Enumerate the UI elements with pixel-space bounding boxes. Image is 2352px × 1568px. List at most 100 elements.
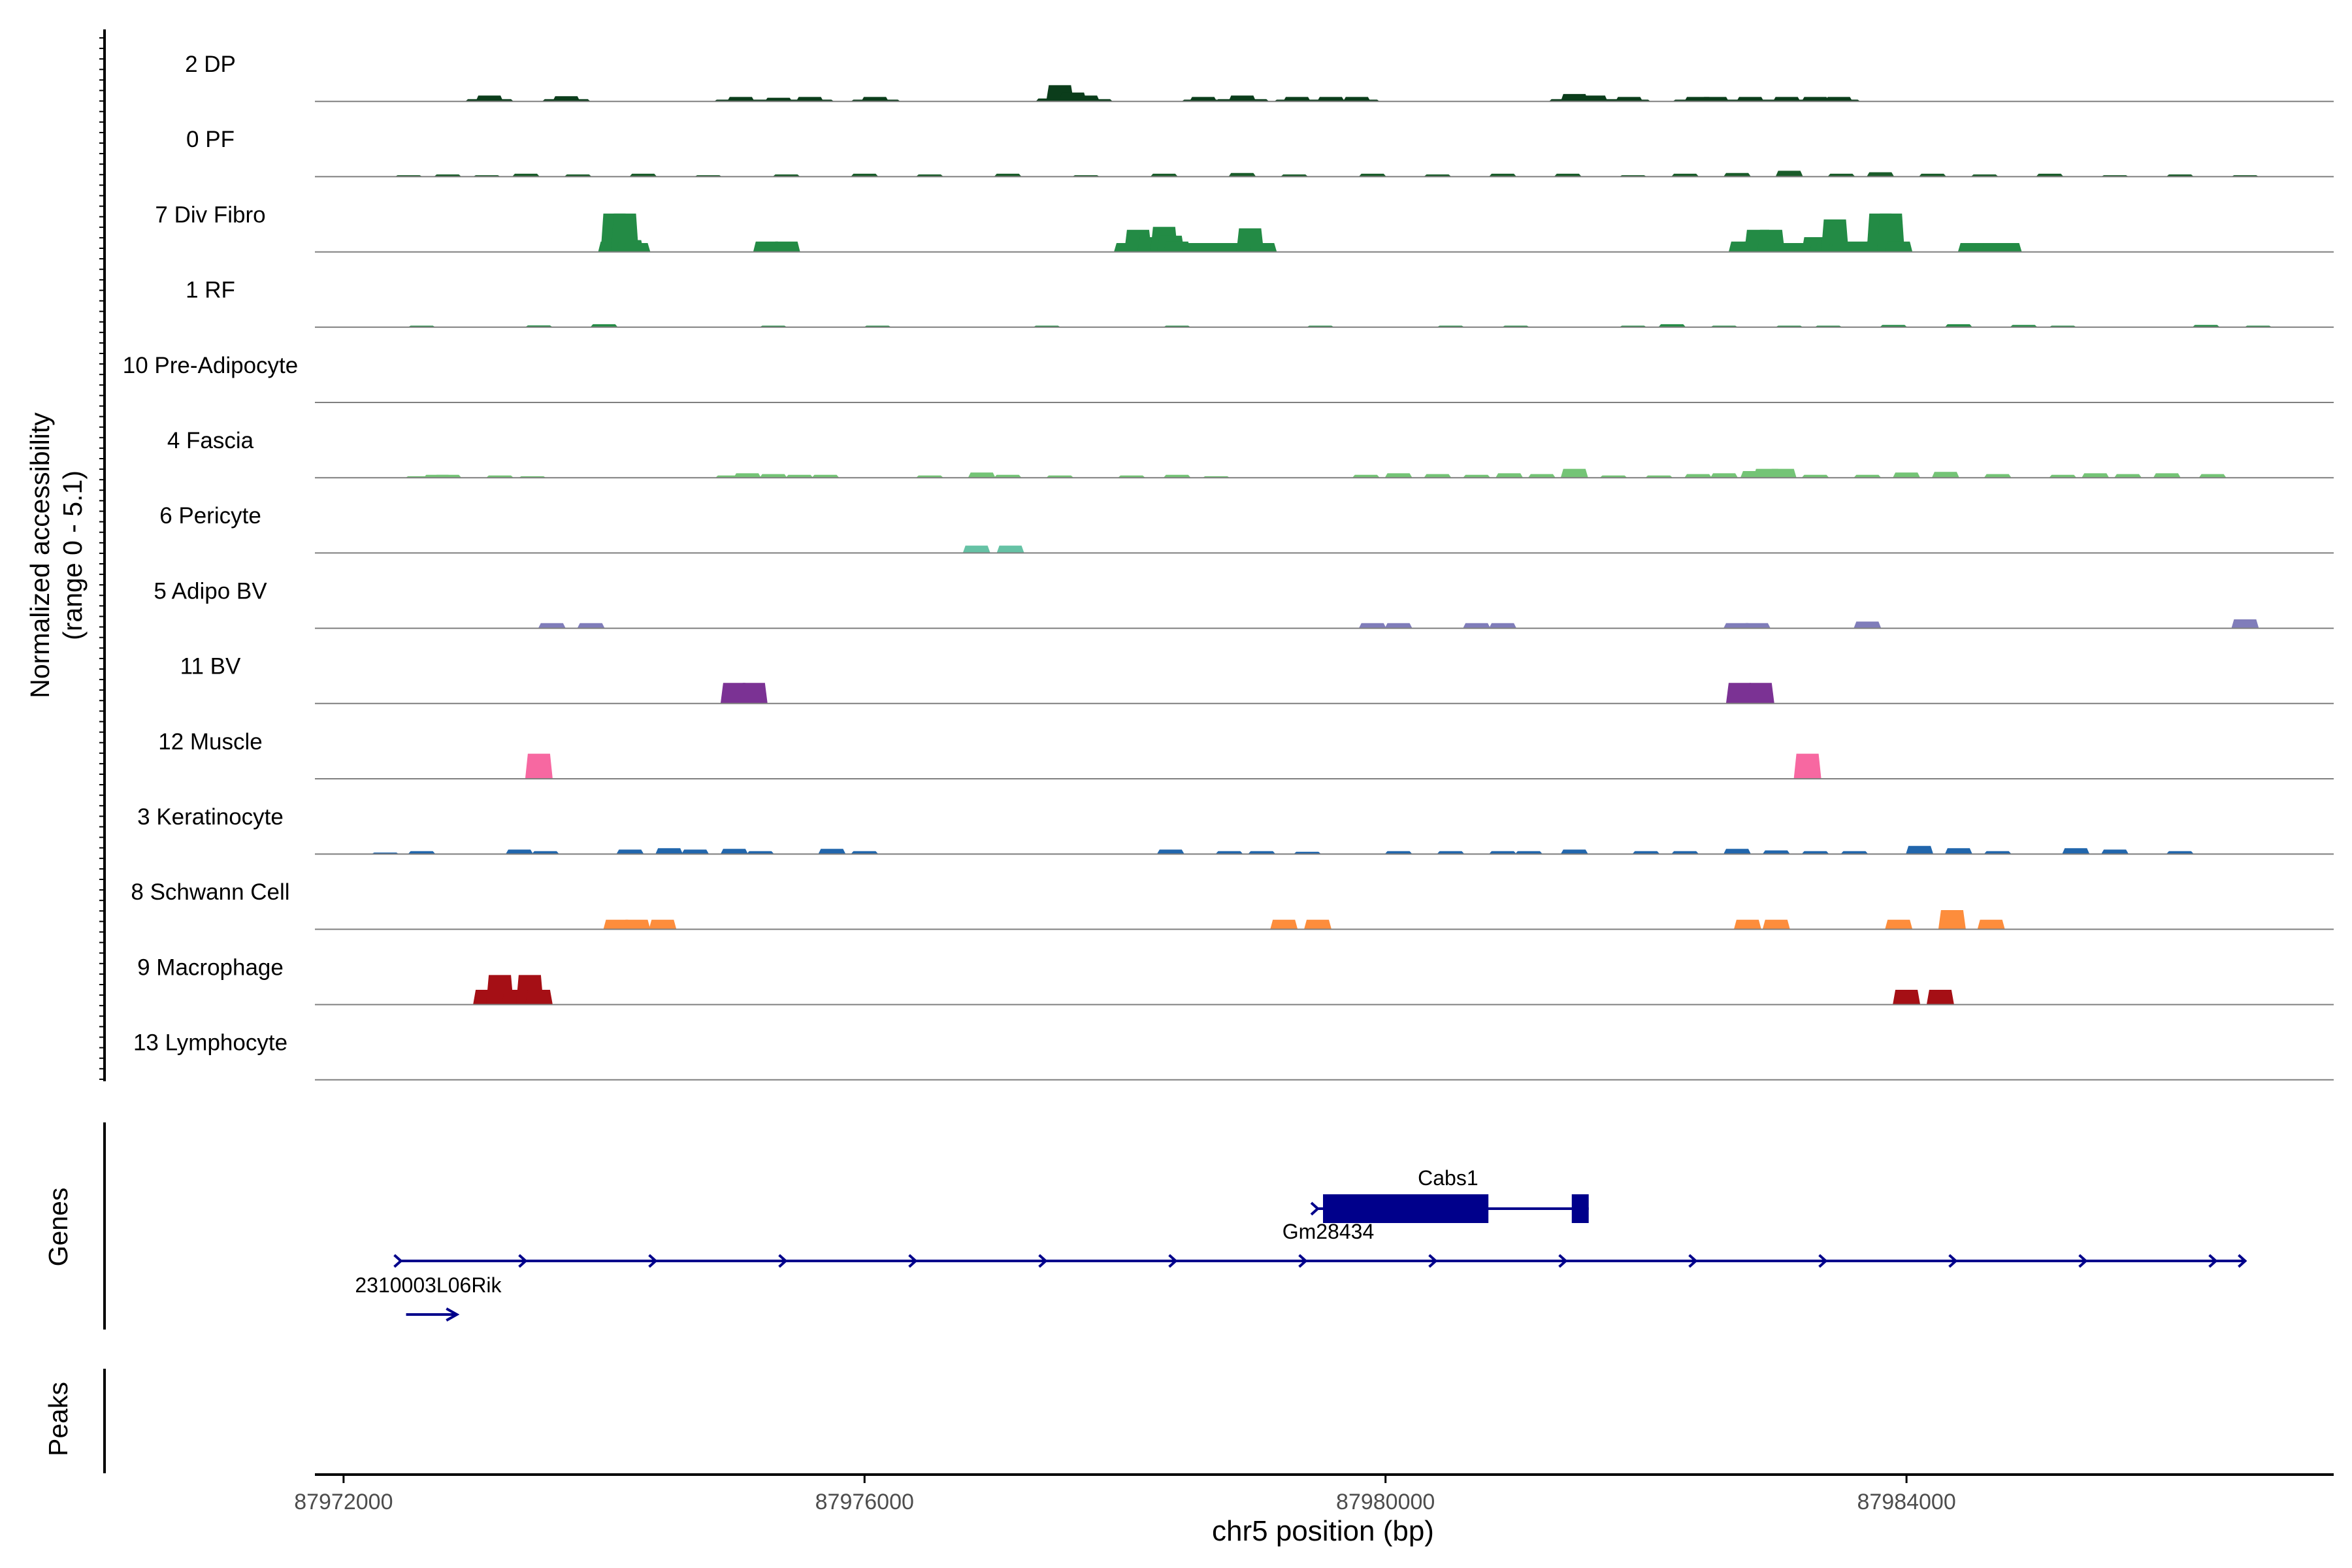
peak-7-3	[1384, 623, 1413, 629]
peak-10-27	[1944, 848, 1972, 855]
peak-11-4	[1304, 919, 1331, 930]
peak-10-26	[1906, 845, 1934, 855]
track-3	[315, 324, 2334, 328]
peak-7-8	[1854, 621, 1882, 629]
peak-10-10	[851, 851, 879, 855]
gene-label: Gm28434	[1282, 1220, 1375, 1243]
peak-10-12	[1215, 851, 1243, 855]
peak-5-32	[1854, 474, 1882, 478]
peak-1-10	[994, 173, 1022, 177]
peak-5-31	[1801, 474, 1829, 478]
peak-1-21	[1723, 172, 1751, 177]
peak-7-0	[538, 623, 566, 629]
peak-5-9	[811, 474, 840, 478]
gene-strand-arrow	[908, 1254, 918, 1268]
peak-5-18	[1384, 473, 1413, 478]
x-tick-label: 87984000	[1857, 1490, 1955, 1514]
peak-5-6	[733, 473, 761, 478]
peak-1-20	[1671, 173, 1699, 177]
peak-10-3	[531, 851, 559, 855]
track-label: 0 PF	[186, 127, 235, 152]
track-10	[315, 845, 2334, 855]
coverage-tracks	[315, 85, 2334, 1081]
peak-5-20	[1463, 474, 1491, 478]
peak-2-33	[1843, 241, 1871, 252]
peak-3-16	[1944, 324, 1972, 327]
peak-3-2	[590, 324, 618, 327]
peak-5-37	[2082, 473, 2110, 478]
peak-5-23	[1560, 468, 1588, 478]
peak-11-3	[1270, 919, 1298, 930]
gene-strand-arrow	[1558, 1254, 1568, 1268]
peak-10-6	[681, 849, 710, 855]
track-1	[315, 171, 2334, 178]
peak-5-2	[434, 474, 462, 478]
peak-9-0	[525, 753, 553, 779]
peak-10-19	[1560, 849, 1588, 855]
track-label: 12 Muscle	[158, 729, 263, 755]
peak-8-3	[1746, 683, 1774, 704]
peak-5-19	[1424, 474, 1452, 478]
gene-strand-arrow	[648, 1254, 658, 1268]
y-axis	[99, 29, 106, 1473]
peak-10-4	[616, 849, 644, 855]
peak-1-5	[629, 173, 657, 177]
peak-5-15	[1163, 474, 1191, 478]
gene-strand-arrow	[1038, 1254, 1048, 1268]
peak-1-12	[1150, 173, 1178, 177]
gene-track: Cabs1 Gm28434 2310003L06Rik	[355, 1166, 2247, 1322]
peak-6-0	[962, 546, 990, 553]
peak-10-16	[1437, 851, 1465, 855]
peak-5-26	[1684, 474, 1712, 478]
x-tick-label: 87976000	[815, 1490, 914, 1514]
peak-5-39	[2153, 473, 2181, 478]
peak-1-23	[1827, 173, 1855, 177]
peak-10-30	[2101, 849, 2129, 855]
peak-11-8	[1938, 910, 1966, 930]
track-label: 11 BV	[180, 654, 241, 679]
peak-12-5	[1893, 990, 1921, 1005]
track-11	[315, 910, 2334, 930]
peak-1-27	[2036, 173, 2064, 177]
peak-10-23	[1762, 850, 1790, 855]
peak-10-9	[818, 849, 846, 855]
track-label: 5 Adipo BV	[154, 578, 267, 604]
peak-10-29	[2062, 848, 2090, 855]
peak-10-11	[1156, 849, 1184, 855]
peak-2-37	[1885, 241, 1913, 252]
peak-5-21	[1495, 473, 1524, 478]
peak-11-7	[1885, 919, 1913, 930]
peak-5-33	[1893, 472, 1921, 478]
track-12	[315, 975, 2334, 1005]
peak-7-4	[1463, 623, 1491, 629]
x-axis-label: chr5 position (bp)	[1212, 1515, 1434, 1547]
peak-10-20	[1632, 851, 1660, 855]
gene-label: 2310003L06Rik	[355, 1273, 502, 1297]
y-axis-range-label: (range 0 - 5.1)	[57, 470, 88, 640]
gene-strand-arrow	[2208, 1254, 2218, 1268]
track-0	[315, 85, 2334, 103]
peak-10-24	[1801, 851, 1829, 855]
gene-strand-arrow	[1298, 1254, 1308, 1268]
peak-7-5	[1489, 623, 1517, 629]
peak-track-label: Peaks	[43, 1382, 73, 1456]
peak-5-22	[1527, 474, 1556, 478]
peak-1-22	[1775, 171, 1803, 177]
gene-strand-arrow	[2078, 1254, 2088, 1268]
peak-5-35	[1984, 474, 2012, 478]
peak-10-17	[1489, 851, 1517, 855]
peak-1-8	[851, 173, 879, 177]
x-tick-label: 87980000	[1336, 1490, 1435, 1514]
peak-6-1	[996, 546, 1024, 553]
peak-5-34	[1931, 472, 1959, 478]
track-6	[315, 546, 2334, 554]
track-7	[315, 619, 2334, 629]
gene-label: Cabs1	[1418, 1166, 1478, 1190]
peak-2-41	[1994, 243, 2022, 252]
gene-strand-arrow	[393, 1254, 403, 1268]
peak-12-6	[1926, 990, 1954, 1005]
peak-5-27	[1710, 473, 1738, 478]
gene-strand-arrow	[1948, 1254, 1958, 1268]
